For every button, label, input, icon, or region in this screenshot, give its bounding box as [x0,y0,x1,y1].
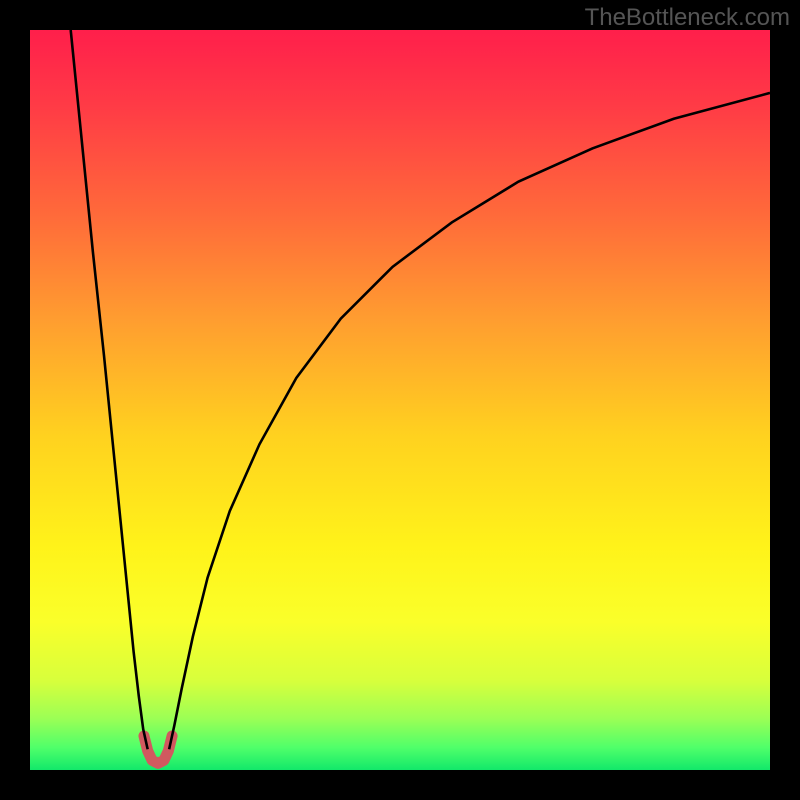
curve-right [169,93,770,749]
curve-layer [30,30,770,770]
watermark-text: TheBottleneck.com [585,4,790,32]
chart-container: TheBottleneck.com [0,0,800,800]
plot-area [30,30,770,770]
curve-left [71,30,148,749]
dip-marker [144,736,172,763]
